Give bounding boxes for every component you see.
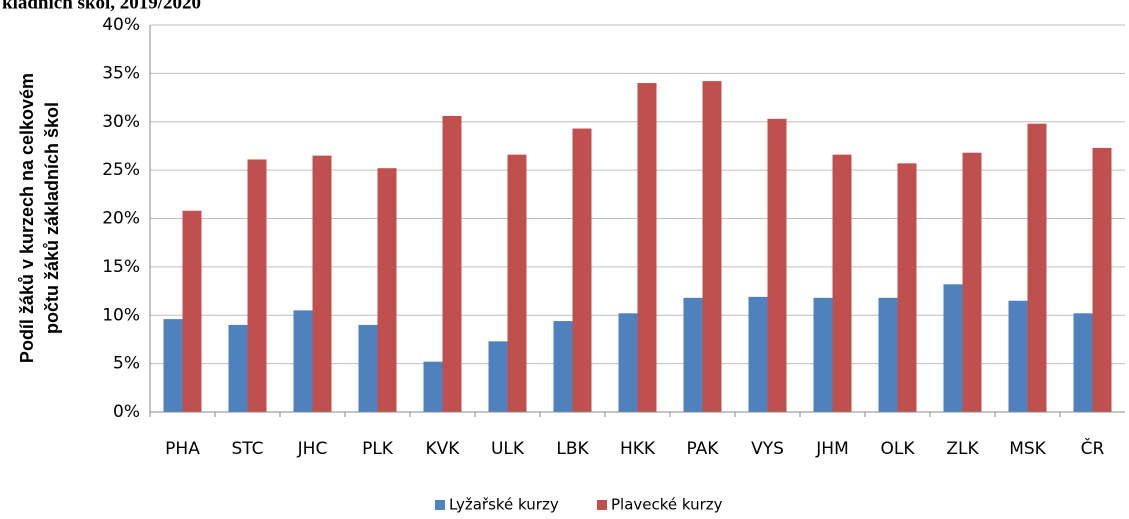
- bar: [572, 128, 592, 412]
- bar: [702, 81, 722, 413]
- bar: [767, 118, 787, 412]
- y-tick-label: 15%: [102, 257, 140, 277]
- bar: [897, 163, 917, 412]
- bar: [618, 313, 638, 412]
- y-axis-label: Podíl žáků v kurzech na celkovém počtu ž…: [17, 73, 62, 363]
- x-tick-label: PLK: [362, 439, 394, 459]
- x-tick-label: HKK: [620, 439, 656, 459]
- legend-label: Plavecké kurzy: [611, 496, 723, 514]
- x-tick-label: ULK: [491, 439, 525, 459]
- bar: [442, 115, 462, 412]
- bar: [507, 154, 527, 412]
- bar: [553, 321, 573, 412]
- y-tick-label: 40%: [102, 15, 140, 35]
- y-tick-label: 10%: [102, 305, 140, 325]
- bar: [1027, 123, 1047, 412]
- x-tick-label: JHC: [297, 439, 328, 459]
- bar: [832, 154, 852, 412]
- bar: [637, 83, 657, 413]
- bar: [683, 297, 703, 412]
- bar: [943, 284, 963, 412]
- bar: [247, 159, 267, 412]
- x-tick-label: VYS: [751, 439, 784, 459]
- bar: [358, 324, 378, 412]
- bar: [488, 341, 508, 412]
- bar: [312, 155, 332, 413]
- y-tick-label: 25%: [102, 160, 140, 180]
- y-tick-label: 5%: [113, 354, 140, 374]
- x-tick-label: PHA: [165, 439, 200, 459]
- y-axis-label-line: počtu žáků základních škol: [42, 102, 62, 334]
- y-axis-label-line: Podíl žáků v kurzech na celkovém: [17, 73, 37, 363]
- bar: [748, 296, 768, 412]
- x-tick-label: MSK: [1009, 439, 1046, 459]
- bar: [1092, 147, 1112, 412]
- y-tick-label: 30%: [102, 112, 140, 132]
- y-tick-label: 0%: [113, 402, 140, 422]
- x-tick-label: ČR: [1081, 437, 1105, 459]
- y-tick-label: 20%: [102, 209, 140, 229]
- x-tick-label: JHM: [815, 439, 848, 459]
- x-tick-label: ZLK: [946, 439, 979, 459]
- bar: [182, 210, 202, 412]
- x-tick-label: OLK: [881, 439, 916, 459]
- legend-swatch: [435, 500, 445, 510]
- bar: [1073, 313, 1093, 412]
- bar: [962, 152, 982, 412]
- x-tick-label: PAK: [687, 439, 720, 459]
- bar: [423, 361, 443, 412]
- x-tick-label: LBK: [556, 439, 589, 459]
- legend-label: Lyžařské kurzy: [449, 496, 559, 514]
- x-tick-label: KVK: [426, 439, 461, 459]
- bar: [878, 297, 898, 412]
- bar: [813, 297, 833, 412]
- bar: [293, 310, 313, 412]
- y-tick-label: 35%: [102, 63, 140, 83]
- bar: [377, 168, 397, 412]
- bar: [163, 319, 183, 412]
- legend-swatch: [597, 500, 607, 510]
- bar: [228, 324, 248, 412]
- bar: [1008, 300, 1028, 412]
- x-tick-label: STC: [231, 439, 263, 459]
- chart-title: kladních škol, 2019/2020: [2, 0, 201, 13]
